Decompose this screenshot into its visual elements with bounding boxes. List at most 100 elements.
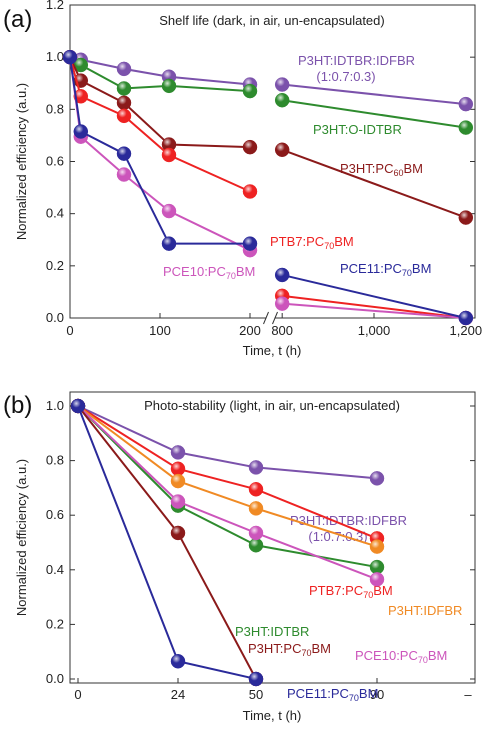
series-b-3-label-text: P3HT:IDTBR [235,624,309,639]
series-b-6-label-text: PCE11:PC70BM [287,686,378,703]
data-point [248,537,264,553]
data-point [369,559,385,575]
series-line [77,405,378,480]
x-tick-label: 50 [249,687,263,702]
series-b-p3ht-pc70bm: P3HT:PC70BM [70,398,331,687]
series-a-2-label-text: P3HT:PC60BM [340,161,423,178]
y-tick-label: 0.4 [46,562,64,577]
y-tick-label: 0.8 [46,453,64,468]
x-axis-label: Time, t (h) [243,708,302,723]
series-a-0-label-text: P3HT:IDTBR:IDFBR [298,53,415,68]
series-a-3-label: PTB7:PC70BM [270,234,354,251]
series-line [77,405,378,540]
data-point [369,572,385,587]
series-p3ht-o-idtbr: P3HT:O-IDTBR [62,49,474,137]
series-b-2-label: P3HT:IDFBR [388,603,462,618]
y-tick-label: 0.2 [46,258,64,273]
x-tick-label: 1,200 [450,323,483,338]
series-pce11-pc70bm: PCE11:PC70BM [62,49,474,326]
data-point [170,445,186,460]
data-point [170,461,186,477]
x-tick-label: 200 [239,323,261,338]
data-point [242,184,258,199]
data-point [73,89,89,104]
series-line [282,294,466,319]
y-tick-label: 0.8 [46,101,64,116]
y-tick-label: 0.6 [46,154,64,169]
data-point [242,83,258,99]
series-b-0-label-text: P3HT:IDTBR:IDFBR [290,513,407,528]
panel-label: (a) [3,6,32,33]
data-point [161,78,177,94]
data-point [161,203,177,219]
series-line [77,405,378,548]
series-a-4-label-text: PCE10:PC70BM [163,264,255,281]
series-line [282,83,466,106]
y-tick-label: 1.0 [46,49,64,64]
axis-break-mark [263,311,269,325]
series-a-0-label-subtext: (1:0.7:0.3) [316,69,375,84]
data-point [116,61,132,77]
x-tick-label: 800 [271,323,293,338]
panel-b: 0.0 0.2 0.4 0.6 0.8 1.0 0 24 50 90 – (b) Photo-stabi… [3,391,476,723]
data-point [116,167,132,182]
data-point [242,236,258,251]
y-tick-label: 0.0 [46,671,64,686]
series-line [69,56,251,193]
series-b-2-label-text: P3HT:IDFBR [388,603,462,618]
data-point [369,539,385,554]
x-axis-label: Time, t (h) [243,343,302,358]
series-b-5-label-text: P3HT:PC70BM [248,641,331,658]
data-point [73,124,89,139]
axis-break-mask [266,312,275,324]
data-point [116,81,132,96]
y-tick-label: 0.4 [46,206,64,221]
data-point [458,96,474,112]
x-tick-label: 100 [149,323,171,338]
axis-break-mark [272,311,278,325]
series-a-2-label: P3HT:PC60BM [340,161,423,178]
data-point [170,494,186,509]
data-point [170,654,186,669]
series-line [281,148,467,219]
data-point [116,95,132,111]
series-b-6-label: PCE11:PC70BM [287,686,378,703]
plot-frame [69,391,476,684]
x-tick-label: 0 [74,687,81,702]
series-p3ht-pc60bm: P3HT:PC60BM [62,49,474,225]
y-axis-label: Normalized efficiency (a.u.) [14,459,29,616]
x-tick-label: 90 [370,687,384,702]
panel-a: 0.0 0.2 0.4 0.6 0.8 1.0 1.2 0 100 200 800 1,000 1,20… [3,0,482,358]
data-point [116,146,132,161]
data-point [369,471,385,486]
y-tick-label: 0.6 [46,507,64,522]
series-b-5-label: P3HT:PC70BM [248,641,331,658]
data-point [458,210,474,225]
y-tick-label: 0.0 [46,310,64,325]
data-point [161,236,177,251]
x-tick-label: – [464,687,472,702]
data-point [274,77,290,92]
series-line [69,56,251,86]
x-tick-label: 1,000 [358,323,391,338]
series-line [77,405,378,581]
data-point [62,49,78,65]
data-point [248,671,264,687]
series-line [282,99,466,129]
series-b-p3ht-idfbr: P3HT:IDFBR [70,398,462,618]
series-b-pce11-pc70bm: PCE11:PC70BM [70,398,378,703]
series-a-1-label-text: P3HT:O-IDTBR [313,122,402,137]
chart-title: Shelf life (dark, in air, un-encapsulate… [159,13,384,28]
series-b-p3ht-idtbr-idfbr: P3HT:IDTBR:IDFBR(1:0.7:0.3) [70,398,407,544]
series-b-3-label: P3HT:IDTBR [235,624,309,639]
data-point [242,139,258,155]
x-tick-label: 24 [171,687,185,702]
series-b-1-label-text: PTB7:PC70BM [309,583,393,600]
data-point [274,267,290,283]
data-point [116,108,132,124]
series-line [282,302,466,319]
data-point [248,460,264,475]
chart-title: Photo-stability (light, in air, un-encap… [144,398,400,413]
series-a-4-label: PCE10:PC70BM [163,264,255,281]
